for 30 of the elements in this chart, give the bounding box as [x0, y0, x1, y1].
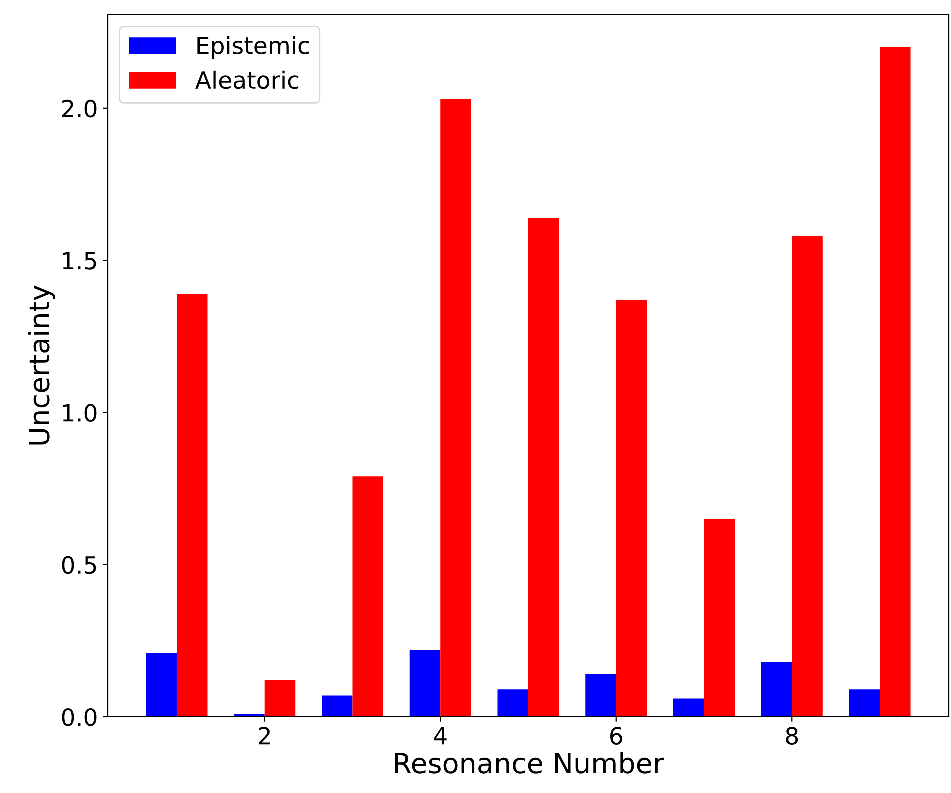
y-tick-label: 2.0 — [62, 100, 97, 118]
bar — [849, 690, 880, 717]
bar — [410, 650, 441, 717]
bar — [880, 48, 911, 717]
bar — [440, 99, 472, 717]
bar — [792, 236, 823, 717]
x-axis-title: Resonance Number — [395, 752, 664, 774]
bar — [586, 674, 616, 717]
bar — [352, 476, 384, 717]
bar — [146, 653, 177, 717]
y-axis-title: Uncertainty — [28, 286, 56, 445]
legend-label: Epistemic — [198, 36, 309, 60]
x-tick-label: 2 — [259, 727, 270, 745]
bar — [264, 680, 296, 717]
bar — [616, 300, 648, 717]
bar — [761, 662, 792, 717]
bar — [674, 698, 704, 717]
y-tick-label: 0.5 — [62, 556, 96, 574]
bar — [704, 519, 736, 717]
y-tick-label: 0.0 — [62, 708, 97, 726]
x-tick-label: 8 — [786, 727, 798, 745]
x-tick-label: 6 — [610, 727, 622, 745]
bar — [498, 690, 528, 717]
bar — [322, 696, 353, 717]
x-tick-label: 4 — [434, 727, 447, 745]
bar — [176, 294, 208, 717]
y-tick-label: 1.0 — [63, 404, 97, 422]
y-tick-label: 1.5 — [63, 252, 96, 270]
bar — [528, 218, 560, 717]
legend-label: Aleatoric — [196, 70, 299, 90]
